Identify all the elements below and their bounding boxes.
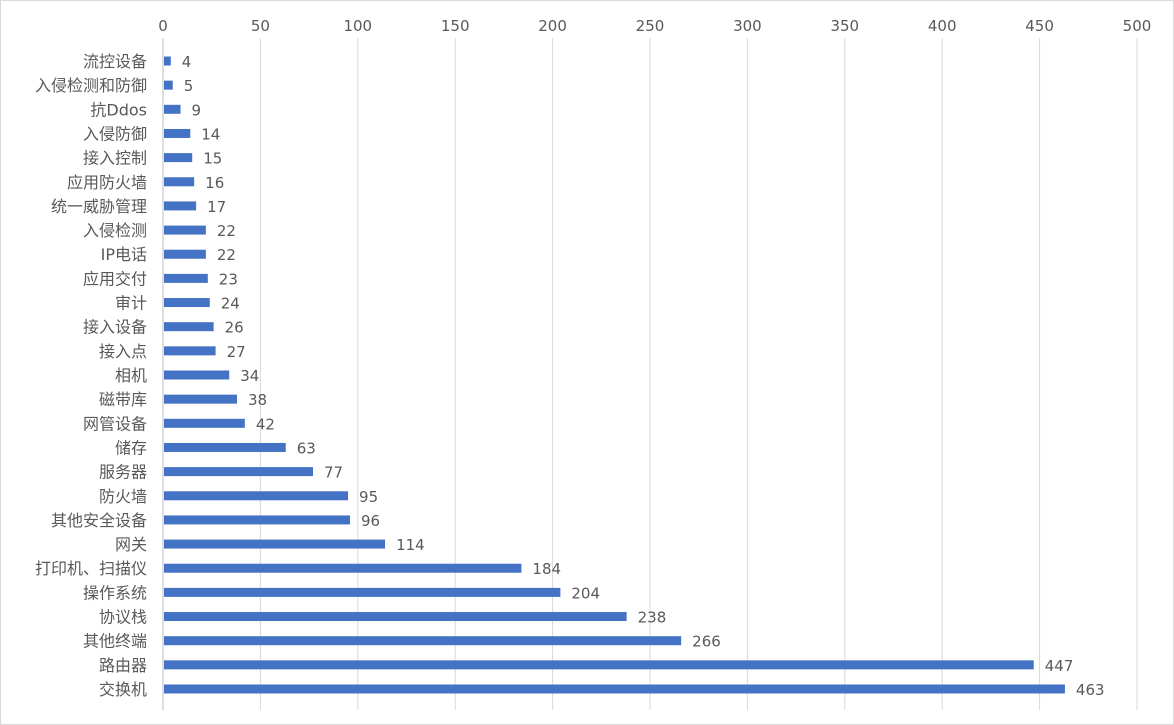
category-label: 路由器 (99, 656, 147, 675)
data-label: 266 (692, 633, 721, 651)
data-label: 23 (219, 270, 238, 288)
x-tick-label: 150 (441, 17, 470, 35)
bar (164, 418, 245, 428)
category-label: 服务器 (99, 463, 147, 482)
data-label: 238 (638, 609, 667, 627)
x-tick-label: 450 (1025, 17, 1054, 35)
category-label: 应用防火墙 (67, 173, 147, 192)
bar (164, 612, 627, 622)
x-tick-label: 100 (343, 17, 372, 35)
x-tick-label: 200 (538, 17, 567, 35)
data-label: 22 (217, 222, 236, 240)
data-label: 38 (248, 391, 267, 409)
data-label: 447 (1045, 657, 1074, 675)
data-label: 463 (1076, 681, 1105, 699)
data-label: 184 (532, 560, 561, 578)
x-tick-label: 50 (251, 17, 270, 35)
category-label: 审计 (115, 294, 147, 313)
category-label: 网管设备 (83, 414, 147, 433)
category-label: 流控设备 (83, 52, 147, 71)
data-label: 95 (359, 488, 378, 506)
bar (164, 249, 206, 259)
category-label: 抗Ddos (90, 100, 147, 119)
bar (164, 636, 682, 646)
data-label: 26 (225, 319, 244, 337)
bar (164, 273, 208, 283)
bar (164, 104, 181, 114)
bar (164, 370, 230, 380)
category-label: 交换机 (99, 680, 147, 699)
category-label: 接入设备 (83, 318, 147, 337)
bar (164, 491, 349, 501)
category-label: 统一威胁管理 (51, 197, 147, 216)
category-label: 网关 (115, 535, 147, 554)
category-label: 入侵检测 (83, 221, 147, 240)
data-label: 16 (205, 174, 224, 192)
bar (164, 225, 206, 235)
category-label: 其他安全设备 (51, 511, 147, 530)
data-label: 34 (240, 367, 259, 385)
category-label: 防火墙 (99, 487, 147, 506)
x-tick-label: 400 (928, 17, 957, 35)
data-label: 77 (324, 464, 343, 482)
x-tick-label: 250 (636, 17, 665, 35)
bar (164, 346, 216, 356)
bar (164, 80, 173, 90)
bar (164, 56, 171, 66)
data-label: 4 (182, 53, 192, 71)
data-label: 15 (203, 150, 222, 168)
category-label: 协议栈 (99, 608, 147, 627)
data-label: 27 (227, 343, 246, 361)
category-label: 接入控制 (83, 149, 147, 168)
data-label: 17 (207, 198, 226, 216)
category-label: 相机 (115, 366, 147, 385)
bar (164, 153, 193, 163)
data-label: 24 (221, 295, 240, 313)
bar (164, 515, 351, 525)
category-label: 其他终端 (83, 632, 147, 651)
bar (164, 298, 210, 308)
x-tick-label: 350 (830, 17, 859, 35)
bar (164, 128, 191, 138)
data-label: 96 (361, 512, 380, 530)
category-label: 应用交付 (83, 269, 147, 288)
x-tick-label: 500 (1123, 17, 1152, 35)
data-label: 14 (201, 125, 220, 143)
data-label: 5 (184, 77, 194, 95)
bar (164, 660, 1034, 670)
category-label: 入侵防御 (83, 124, 147, 143)
data-label: 204 (571, 584, 600, 602)
category-label: 储存 (115, 438, 147, 457)
data-label: 63 (297, 439, 316, 457)
bar (164, 563, 522, 573)
data-label: 9 (192, 101, 202, 119)
data-label: 114 (396, 536, 425, 554)
x-tick-label: 0 (158, 17, 168, 35)
bar (164, 201, 197, 211)
category-label: 接入点 (99, 342, 147, 361)
category-label: 打印机、扫描仪 (35, 559, 147, 578)
bar (164, 539, 386, 549)
category-label: 操作系统 (83, 583, 147, 602)
x-tick-label: 300 (733, 17, 762, 35)
bar (164, 322, 214, 332)
data-label: 22 (217, 246, 236, 264)
bar (164, 442, 286, 452)
category-label: 入侵检测和防御 (35, 76, 147, 95)
bar (164, 684, 1065, 694)
data-label: 42 (256, 415, 275, 433)
bar (164, 394, 238, 404)
bar (164, 467, 313, 477)
bar (164, 177, 195, 187)
category-label: 磁带库 (99, 390, 147, 409)
category-label: IP电话 (101, 245, 147, 264)
bar (164, 587, 561, 597)
